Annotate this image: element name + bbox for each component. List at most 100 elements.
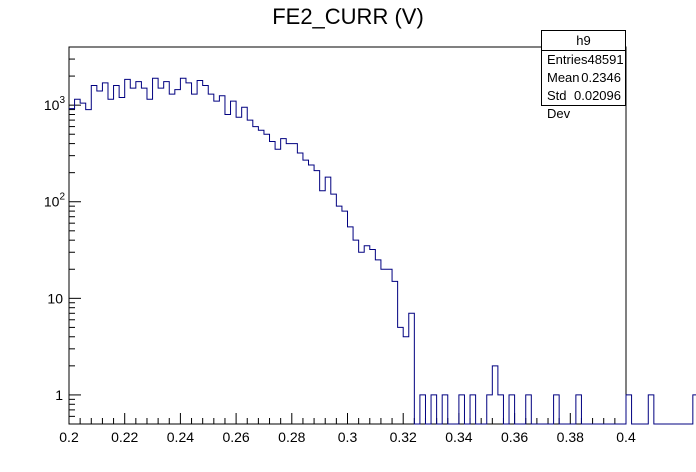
histogram-bin [459, 395, 465, 424]
histogram-bin [303, 160, 309, 424]
histogram-bin [342, 211, 348, 424]
histogram-bin [91, 85, 97, 424]
histogram-bin [498, 395, 504, 424]
y-tick-label: 1 [55, 387, 63, 403]
histogram-bin [348, 227, 354, 424]
stats-value: 0.02096 [574, 88, 621, 103]
histogram-bin [403, 337, 409, 424]
stats-label: Entries [547, 52, 588, 67]
histogram-bin [381, 269, 387, 424]
x-tick-label: 0.38 [557, 429, 584, 445]
histogram-bin [253, 127, 259, 424]
histogram-bin [325, 177, 331, 424]
histogram-bin [648, 395, 654, 424]
histogram-bin [225, 115, 231, 424]
histogram-bin [576, 395, 582, 424]
histogram-bin [431, 395, 437, 424]
histogram-bin [275, 149, 281, 424]
x-tick-label: 0.36 [501, 429, 528, 445]
histogram-bin [442, 395, 448, 424]
stats-box: h9 Entries 48591 Mean 0.2346 Std Dev 0.0… [541, 30, 626, 121]
histogram-bin [125, 79, 131, 424]
histogram-bin [320, 191, 326, 424]
histogram-bin [297, 153, 303, 424]
histogram-bin [97, 91, 103, 424]
histogram-bin [175, 90, 181, 424]
histogram-bin [314, 171, 320, 424]
histogram-bin [409, 313, 415, 424]
histogram-bin [398, 327, 404, 424]
histogram-outline [69, 77, 696, 425]
stats-row-stddev: Std Dev 0.02096 [542, 87, 625, 121]
histogram-bin [258, 130, 264, 424]
histogram-bin [292, 144, 298, 424]
axes: 0.2 0.22 0.24 0.26 0.28 0.3 0.32 0.34 0.36 0.38 0.… [44, 46, 636, 445]
histogram-bin [281, 139, 287, 424]
histogram-bin [108, 99, 114, 424]
x-tick-label: 0.4 [616, 429, 636, 445]
histogram-bin [392, 281, 398, 424]
histogram-bin [336, 206, 342, 424]
histogram-bin [470, 395, 476, 424]
y-tick-label: 103 [44, 95, 66, 113]
x-tick-label: 0.28 [278, 429, 305, 445]
histogram-bin [270, 142, 276, 424]
histogram-bin [231, 101, 237, 424]
stats-value: 48591 [587, 52, 624, 67]
histogram-bin [180, 78, 186, 424]
histogram-bin [526, 395, 532, 424]
histogram-bin [509, 395, 515, 424]
x-tick-label: 0.24 [167, 429, 194, 445]
stats-row-entries: Entries 48591 [542, 51, 625, 69]
histogram-bin [119, 98, 125, 424]
histogram-bin [247, 120, 253, 424]
histogram-bin [214, 101, 220, 424]
histogram-bin [114, 85, 120, 424]
histogram-bin [164, 82, 170, 424]
histogram-bin [353, 240, 359, 424]
histogram-bin [286, 144, 292, 424]
stats-value: 0.2346 [581, 70, 621, 85]
histogram-bin [208, 94, 214, 424]
chart-title: FE2_CURR (V) [272, 4, 424, 29]
histogram-bin [186, 83, 192, 424]
histogram-bin [80, 103, 86, 424]
x-tick-label: 0.32 [390, 429, 417, 445]
histogram-bin [130, 88, 136, 424]
histogram-bin [420, 395, 426, 424]
histogram-bin [192, 94, 198, 424]
x-tick-label: 0.3 [338, 429, 358, 445]
histogram-bin [264, 134, 270, 424]
histogram-bin [169, 94, 175, 424]
histogram-bin [158, 88, 164, 424]
histogram-bin [147, 99, 153, 424]
histogram-bin [364, 246, 370, 424]
histogram-bin [370, 250, 376, 424]
histogram-bin [386, 269, 392, 424]
histogram-bin [136, 82, 142, 424]
stats-row-mean: Mean 0.2346 [542, 69, 625, 87]
stats-title: h9 [542, 31, 625, 51]
histogram-bin [153, 78, 159, 424]
histogram-bin [236, 117, 242, 424]
x-tick-label: 0.22 [111, 429, 138, 445]
stats-label: Mean [547, 70, 580, 85]
histogram-bin [141, 88, 147, 424]
x-tick-label: 0.26 [222, 429, 249, 445]
histogram-bin [359, 252, 365, 424]
y-tick-label: 10 [47, 290, 63, 306]
histogram-bin [375, 260, 381, 424]
x-tick-label: 0.34 [445, 429, 472, 445]
histogram-bin [309, 165, 315, 424]
histogram-bin [487, 395, 493, 424]
histogram-line [69, 77, 696, 425]
histogram-bin [219, 96, 225, 424]
histogram-bin [102, 83, 108, 424]
histogram-bin [75, 99, 81, 424]
histogram-bin [86, 110, 92, 424]
histogram-bin [626, 395, 632, 424]
stats-label: Std Dev [547, 88, 571, 121]
histogram-bin [242, 107, 248, 424]
histogram-bin [203, 85, 209, 424]
